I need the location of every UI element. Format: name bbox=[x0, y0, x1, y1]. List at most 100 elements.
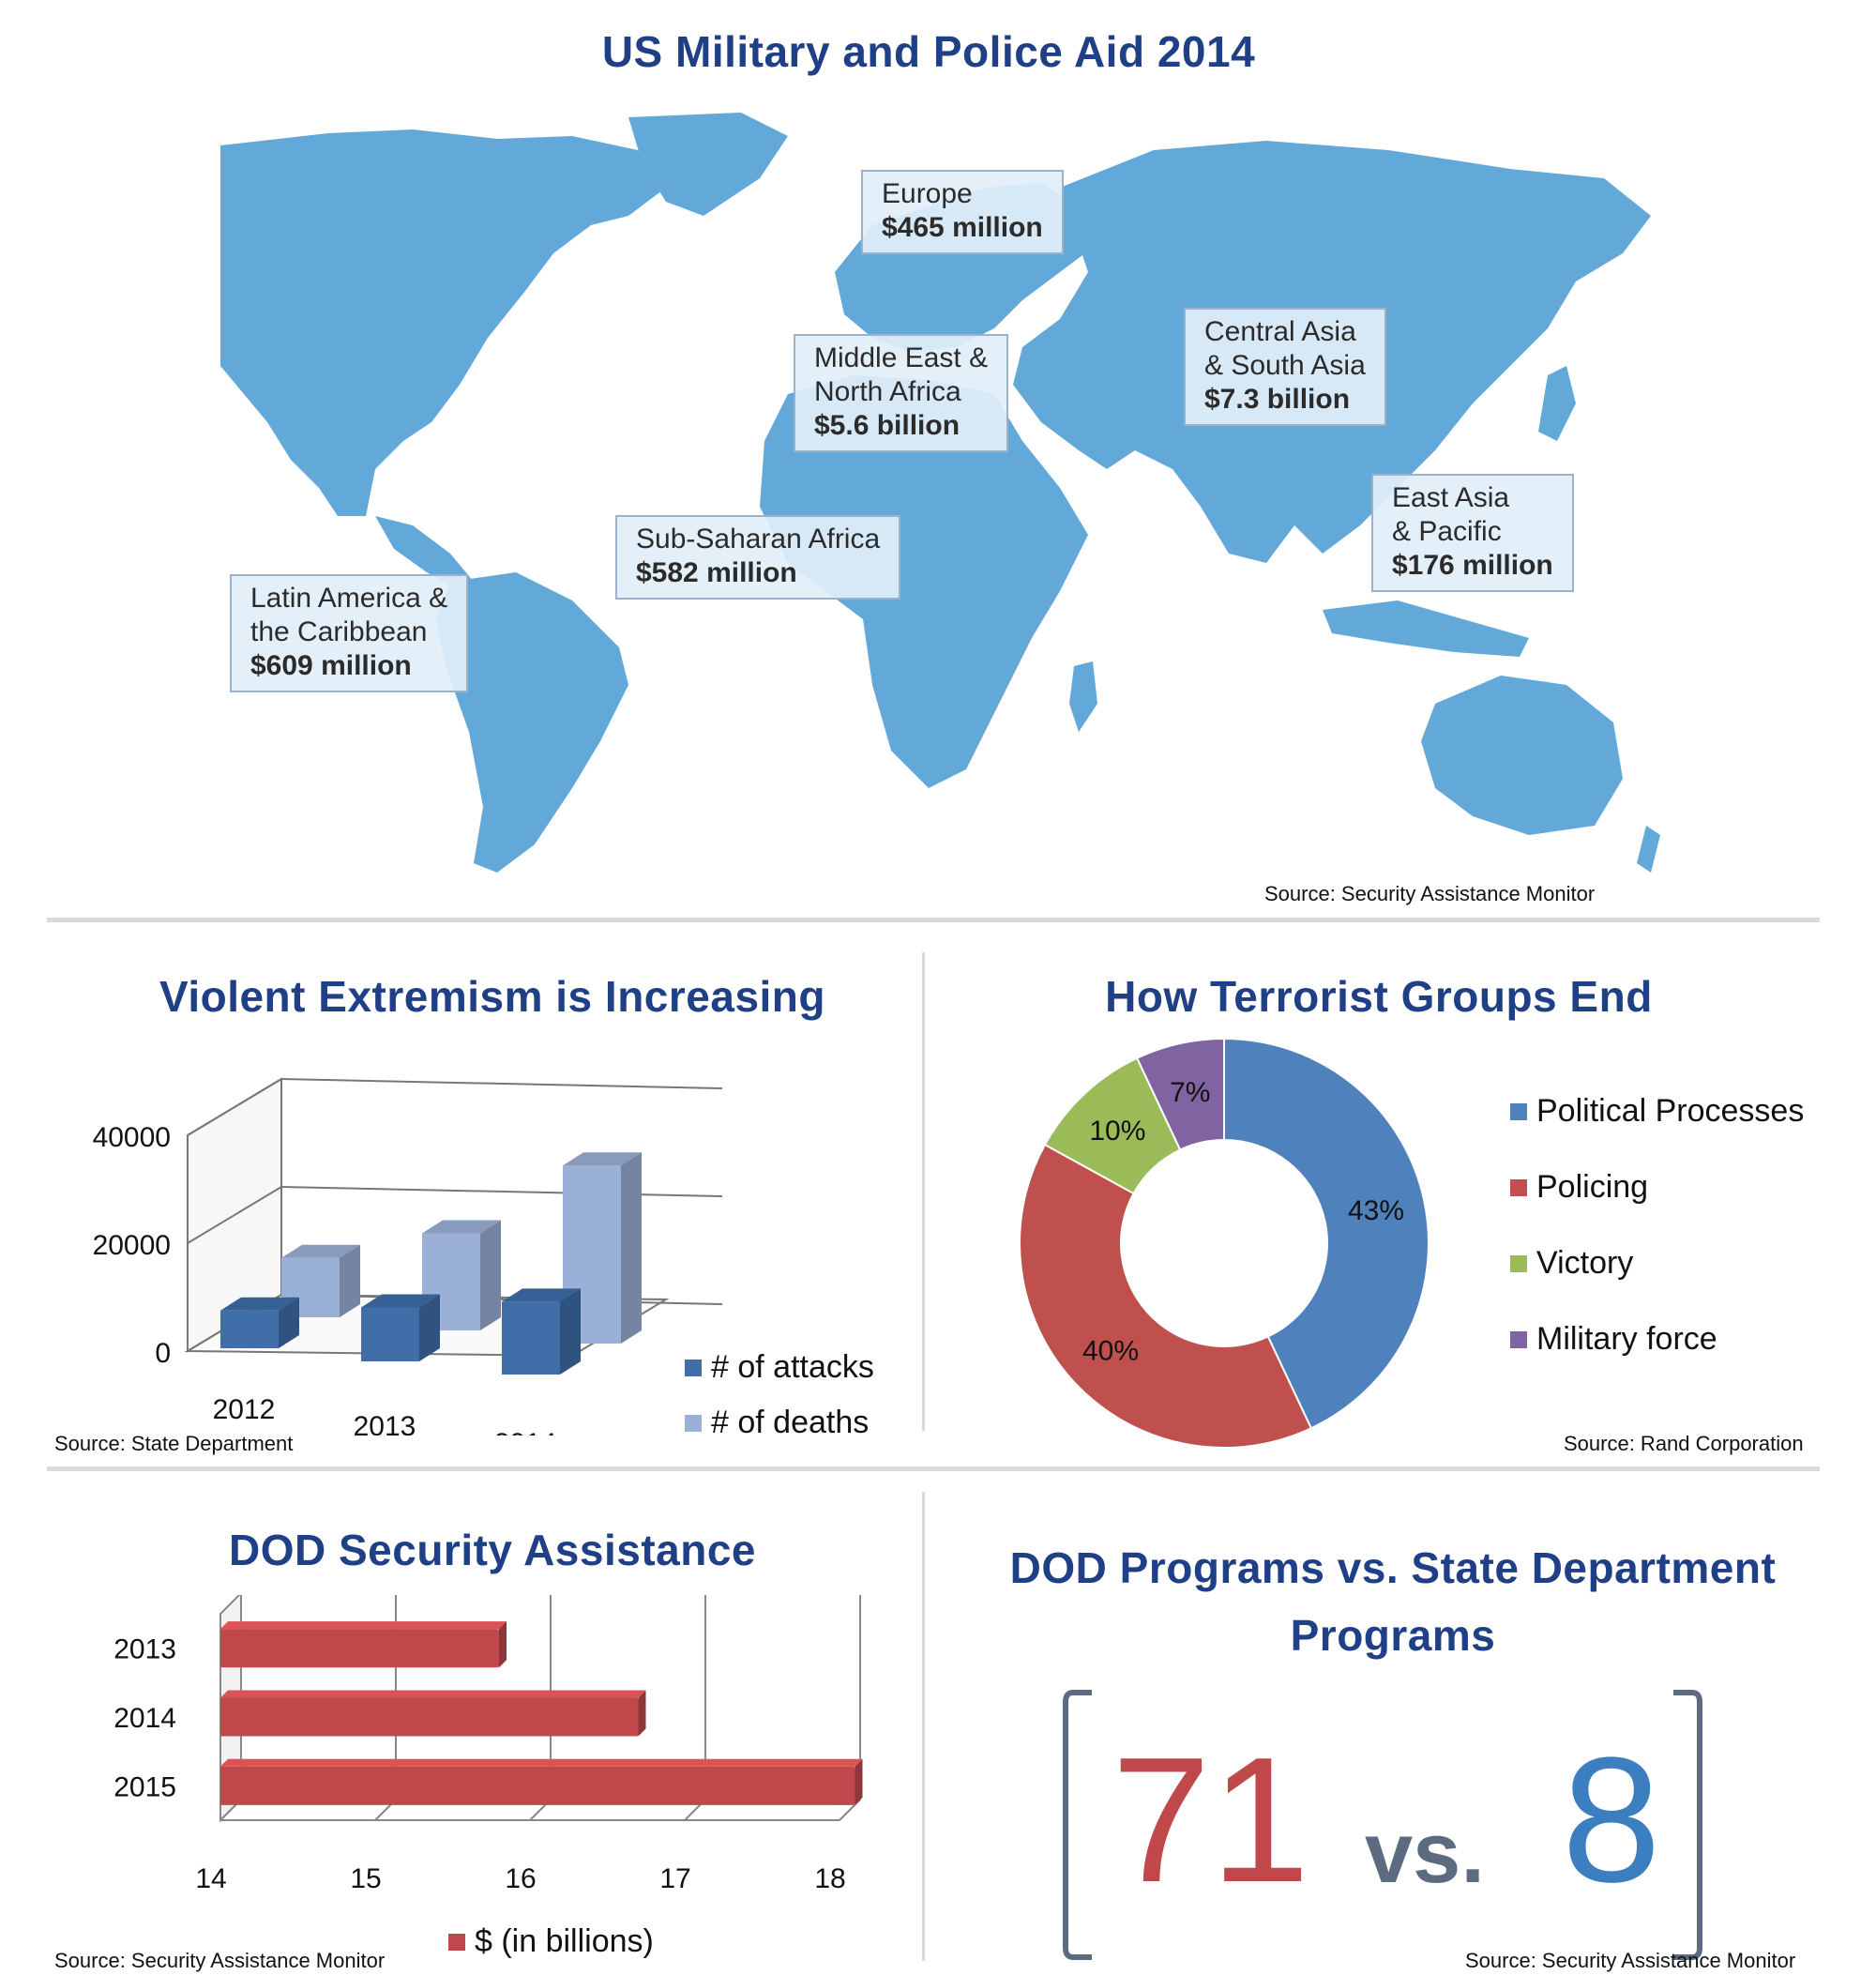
vertical-divider bbox=[922, 952, 925, 1431]
greenland-shape bbox=[628, 113, 788, 216]
bar-top bbox=[502, 1288, 581, 1302]
bar-top bbox=[220, 1297, 299, 1311]
y-tick-label: 2015 bbox=[113, 1771, 176, 1802]
legend-label: $ (in billions) bbox=[475, 1923, 654, 1959]
bar-side bbox=[419, 1294, 440, 1361]
donut-value-label: 43% bbox=[1348, 1195, 1404, 1226]
left-bracket bbox=[1063, 1690, 1092, 1960]
legend-item-military-force: Military force bbox=[1510, 1321, 1804, 1358]
new-zealand-shape bbox=[1637, 826, 1660, 873]
dod-title: DOD Security Assistance bbox=[228, 1526, 757, 1574]
legend-label: # of deaths bbox=[711, 1405, 870, 1440]
north-america-shape bbox=[220, 129, 666, 516]
legend-label: # of attacks bbox=[711, 1349, 874, 1385]
australia-shape bbox=[1421, 676, 1623, 835]
x-tick-label: 2014 bbox=[494, 1428, 557, 1436]
bar-top bbox=[220, 1758, 863, 1767]
extremism-source: Source: State Department bbox=[54, 1432, 294, 1455]
legend-swatch bbox=[1510, 1254, 1527, 1272]
terror-source: Source: Rand Corporation bbox=[1564, 1432, 1804, 1455]
y-tick-label: 40000 bbox=[93, 1122, 171, 1153]
x-tick-label: 16 bbox=[505, 1863, 536, 1894]
programs-title: DOD Programs vs. State Department Progra… bbox=[985, 1534, 1801, 1669]
donut-value-label: 7% bbox=[1170, 1077, 1210, 1108]
map-title: US Military and Police Aid 2014 bbox=[601, 27, 1256, 76]
gridline-back bbox=[280, 1186, 723, 1197]
y-tick-label: 2014 bbox=[113, 1703, 176, 1734]
programs-source: Source: Security Assistance Monitor bbox=[1465, 1949, 1796, 1972]
region-name: Middle East & bbox=[814, 342, 989, 373]
state-program-count: 8 bbox=[1562, 1721, 1661, 1920]
bar-top bbox=[361, 1294, 440, 1308]
x-tick-label: 14 bbox=[195, 1863, 226, 1894]
x-tick-label: 2013 bbox=[354, 1411, 416, 1436]
bar-top bbox=[281, 1244, 360, 1258]
region-label-latin-america: Latin America & the Caribbean $609 milli… bbox=[230, 574, 469, 692]
x-tick-label: 15 bbox=[350, 1863, 381, 1894]
extremism-legend: # of attacks # of deaths bbox=[685, 1349, 874, 1441]
region-label-east-asia: East Asia & Pacific $176 million bbox=[1371, 474, 1574, 592]
bar-side bbox=[340, 1244, 360, 1317]
legend-item-deaths: # of deaths bbox=[685, 1405, 874, 1441]
legend-swatch bbox=[1510, 1102, 1527, 1120]
donut-value-label: 40% bbox=[1082, 1336, 1139, 1367]
bar-attacks-2013 bbox=[361, 1307, 419, 1361]
bar-2015 bbox=[220, 1766, 855, 1805]
map-source: Source: Security Assistance Monitor bbox=[1264, 882, 1596, 905]
programs-title-line1: DOD Programs vs. State Department bbox=[1009, 1543, 1777, 1592]
bar-side bbox=[480, 1220, 501, 1330]
legend-item-attacks: # of attacks bbox=[685, 1349, 874, 1386]
region-label-sub-saharan-africa: Sub-Saharan Africa $582 million bbox=[615, 515, 901, 600]
terror-legend: Political Processes Policing Victory Mil… bbox=[1510, 1093, 1804, 1358]
x-tick-label: 17 bbox=[659, 1863, 690, 1894]
y-tick-label: 2013 bbox=[113, 1634, 176, 1665]
africa-shape bbox=[760, 375, 1088, 788]
madagascar-shape bbox=[1069, 661, 1097, 732]
bar-top bbox=[422, 1220, 501, 1234]
indonesia-shape bbox=[1323, 600, 1529, 657]
legend-swatch bbox=[685, 1359, 702, 1376]
gridline-back bbox=[280, 1078, 723, 1089]
legend-swatch bbox=[1510, 1330, 1527, 1348]
region-amount: $609 million bbox=[250, 650, 412, 681]
region-amount: $176 million bbox=[1392, 550, 1553, 581]
y-tick-label: 20000 bbox=[93, 1230, 171, 1261]
x-tick-label: 18 bbox=[814, 1863, 845, 1894]
central-america-shape bbox=[375, 516, 474, 591]
bar-2014 bbox=[220, 1697, 639, 1737]
region-label-central-asia: Central Asia & South Asia $7.3 billion bbox=[1184, 308, 1386, 426]
region-name: the Caribbean bbox=[250, 616, 428, 647]
bar-side bbox=[621, 1152, 642, 1344]
bar-attacks-2014 bbox=[502, 1301, 560, 1375]
legend-item-political-processes: Political Processes bbox=[1510, 1093, 1804, 1130]
right-bracket bbox=[1673, 1690, 1702, 1960]
legend-label: Policing bbox=[1536, 1169, 1649, 1205]
dod-program-count: 71 bbox=[1112, 1721, 1310, 1920]
legend-item-victory: Victory bbox=[1510, 1245, 1804, 1282]
donut-slice-political-processes bbox=[1223, 1037, 1430, 1430]
region-label-mena: Middle East & North Africa $5.6 billion bbox=[794, 334, 1009, 452]
section-divider bbox=[47, 918, 1820, 922]
donut-slice-policing bbox=[1019, 1143, 1313, 1449]
terror-title: How Terrorist Groups End bbox=[1105, 972, 1653, 1021]
bar-side bbox=[638, 1690, 646, 1737]
region-amount: $582 million bbox=[636, 557, 797, 588]
gridline-side bbox=[187, 1186, 282, 1244]
dod-source: Source: Security Assistance Monitor bbox=[54, 1949, 386, 1972]
region-name: & South Asia bbox=[1204, 350, 1366, 381]
region-name: North Africa bbox=[814, 376, 961, 407]
bar-2013 bbox=[220, 1629, 499, 1668]
vertical-divider bbox=[922, 1492, 925, 1961]
region-name: Sub-Saharan Africa bbox=[636, 524, 881, 555]
japan-shape bbox=[1538, 366, 1576, 441]
extremism-chart: 40000 20000 0 2012 2013 2014 bbox=[93, 1077, 723, 1436]
legend-swatch bbox=[685, 1414, 702, 1432]
donut-value-label: 10% bbox=[1089, 1116, 1145, 1147]
legend-swatch bbox=[1510, 1178, 1527, 1196]
legend-item-policing: Policing bbox=[1510, 1169, 1804, 1206]
south-america-shape bbox=[436, 572, 628, 873]
region-amount: $5.6 billion bbox=[814, 410, 961, 441]
programs-title-line2: Programs bbox=[1290, 1611, 1496, 1660]
vs-label: vs. bbox=[1365, 1805, 1485, 1901]
donut-slice-military-force bbox=[1135, 1037, 1225, 1151]
